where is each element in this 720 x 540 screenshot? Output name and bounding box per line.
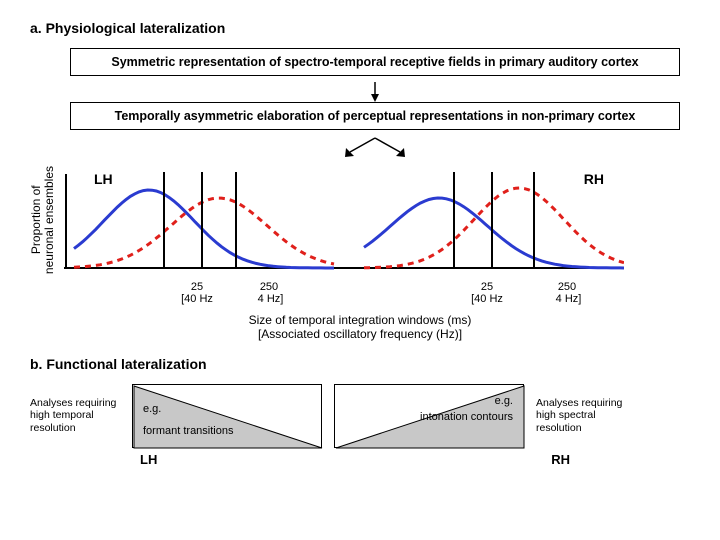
triangle-left: e.g. formant transitions [132,384,322,448]
distribution-chart: LH RH [64,164,690,277]
box-primary-cortex: Symmetric representation of spectro-temp… [70,48,680,76]
lh-label-bottom: LH [140,452,157,467]
func-right-text: Analyses requiring high spectral resolut… [536,397,626,435]
x-axis-label: Size of temporal integration windows (ms… [30,313,690,342]
tri-right-label: intonation contours [420,411,513,423]
svg-text:RH: RH [584,171,604,187]
tri-left-eg: e.g. [143,403,161,415]
y-axis-label: Proportion ofneuronal ensembles [30,166,56,274]
triangle-right: e.g. intonation contours [334,384,524,448]
func-left-text: Analyses requiring high temporal resolut… [30,397,120,435]
section-a-title: a. Physiological lateralization [30,20,690,36]
rh-label-bottom: RH [551,452,570,467]
box-nonprimary-cortex: Temporally asymmetric elaboration of per… [70,102,680,130]
arrow-down-1 [70,82,680,102]
section-b-title: b. Functional lateralization [30,356,690,372]
diverging-arrows [70,136,680,158]
tri-right-eg: e.g. [495,395,513,407]
x-ticks: 25 [40 Hz250 4 Hz]25 [40 Hz250 4 Hz] [90,281,690,309]
svg-text:LH: LH [94,171,113,187]
tri-left-label: formant transitions [143,425,233,437]
